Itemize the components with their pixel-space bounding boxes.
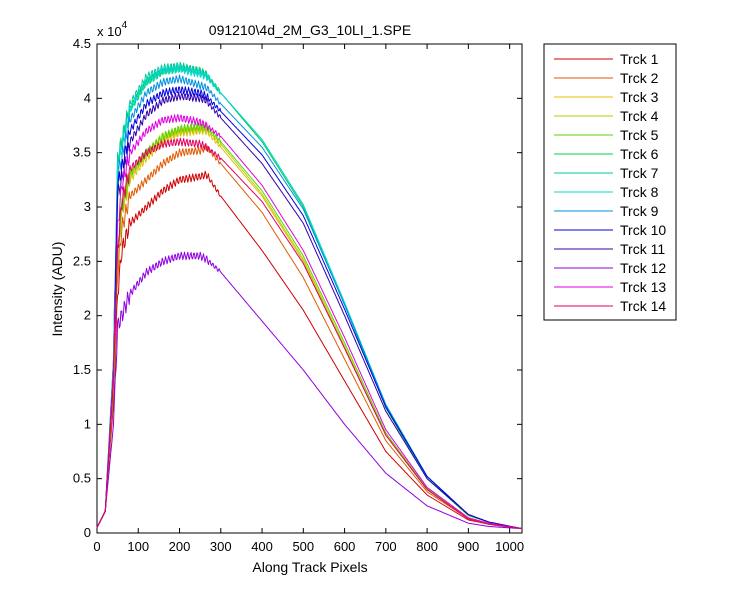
legend-label: Trck 11	[620, 241, 665, 257]
y-tick-label: 4.5	[73, 36, 91, 51]
legend-entry: Trck 4	[554, 108, 659, 124]
legend-entry: Trck 1	[554, 51, 659, 67]
y-tick-label: 0	[84, 525, 91, 540]
x-tick-label: 100	[127, 539, 149, 554]
x-tick-label: 600	[334, 539, 356, 554]
y-tick-label: 0.5	[73, 471, 91, 486]
series-line	[96, 92, 523, 530]
legend-entry: Trck 11	[554, 241, 665, 257]
legend-label: Trck 5	[620, 127, 659, 143]
legend-entry: Trck 9	[554, 203, 659, 219]
plot-area	[96, 43, 523, 534]
legend-label: Trck 12	[620, 260, 666, 276]
legend-entry: Trck 2	[554, 70, 659, 86]
legend-entry: Trck 6	[554, 146, 659, 162]
x-tick-label: 700	[375, 539, 397, 554]
legend: Trck 1 Trck 2 Trck 3 Trck 4 Trck 5 Trck 6 Trck…	[554, 51, 666, 314]
legend-entry: Trck 7	[554, 165, 659, 181]
y-tick-label: 3.5	[73, 145, 91, 160]
y-axis: 0 0.5 1 1.5 2 2.5 3 3.5 4 4.5	[73, 36, 522, 540]
series-line	[96, 86, 523, 530]
legend-label: Trck 6	[620, 146, 659, 162]
series-line	[96, 137, 523, 530]
y-multiplier-base: x 10	[97, 24, 122, 39]
y-tick-label: 1	[84, 416, 91, 431]
legend-box	[543, 43, 677, 321]
legend-label: Trck 10	[620, 222, 666, 238]
x-tick-label: 1000	[495, 539, 524, 554]
legend-label: Trck 4	[620, 108, 659, 124]
legend-label: Trck 1	[620, 51, 659, 67]
y-tick-label: 1.5	[73, 362, 91, 377]
legend-label: Trck 9	[620, 203, 659, 219]
y-tick-label: 2.5	[73, 253, 91, 268]
x-tick-label: 400	[251, 539, 273, 554]
series-line	[96, 251, 523, 530]
chart-title: 091210\4d_2M_G3_10LI_1.SPE	[209, 22, 411, 38]
x-tick-label: 200	[169, 539, 191, 554]
y-tick-label: 2	[84, 308, 91, 323]
legend-entry: Trck 8	[554, 184, 659, 200]
y-multiplier-exponent: 4	[122, 20, 128, 31]
series-lines	[96, 61, 523, 530]
legend-label: Trck 3	[620, 89, 659, 105]
legend-entry: Trck 3	[554, 89, 659, 105]
x-tick-label: 900	[458, 539, 480, 554]
y-multiplier: x 104	[97, 20, 128, 39]
legend-label: Trck 7	[620, 165, 659, 181]
y-tick-label: 3	[84, 199, 91, 214]
y-axis-label: Intensity (ADU)	[49, 242, 65, 337]
legend-label: Trck 2	[620, 70, 659, 86]
legend-label: Trck 14	[620, 298, 666, 314]
legend-label: Trck 8	[620, 184, 659, 200]
x-tick-label: 500	[292, 539, 314, 554]
x-axis: 0 100 200 300 400 500 600 700 800 900 1000	[93, 44, 524, 554]
legend-entry: Trck 5	[554, 127, 659, 143]
legend-entry: Trck 13	[554, 279, 666, 295]
x-tick-label: 0	[93, 539, 100, 554]
series-line	[96, 114, 523, 530]
legend-label: Trck 13	[620, 279, 666, 295]
x-tick-label: 800	[416, 539, 438, 554]
x-axis-label: Along Track Pixels	[252, 559, 367, 575]
legend-entry: Trck 14	[554, 298, 666, 314]
series-line	[96, 170, 523, 530]
x-tick-label: 300	[210, 539, 232, 554]
y-tick-label: 4	[84, 90, 91, 105]
legend-entry: Trck 10	[554, 222, 666, 238]
series-line	[96, 144, 523, 530]
legend-entry: Trck 12	[554, 260, 666, 276]
